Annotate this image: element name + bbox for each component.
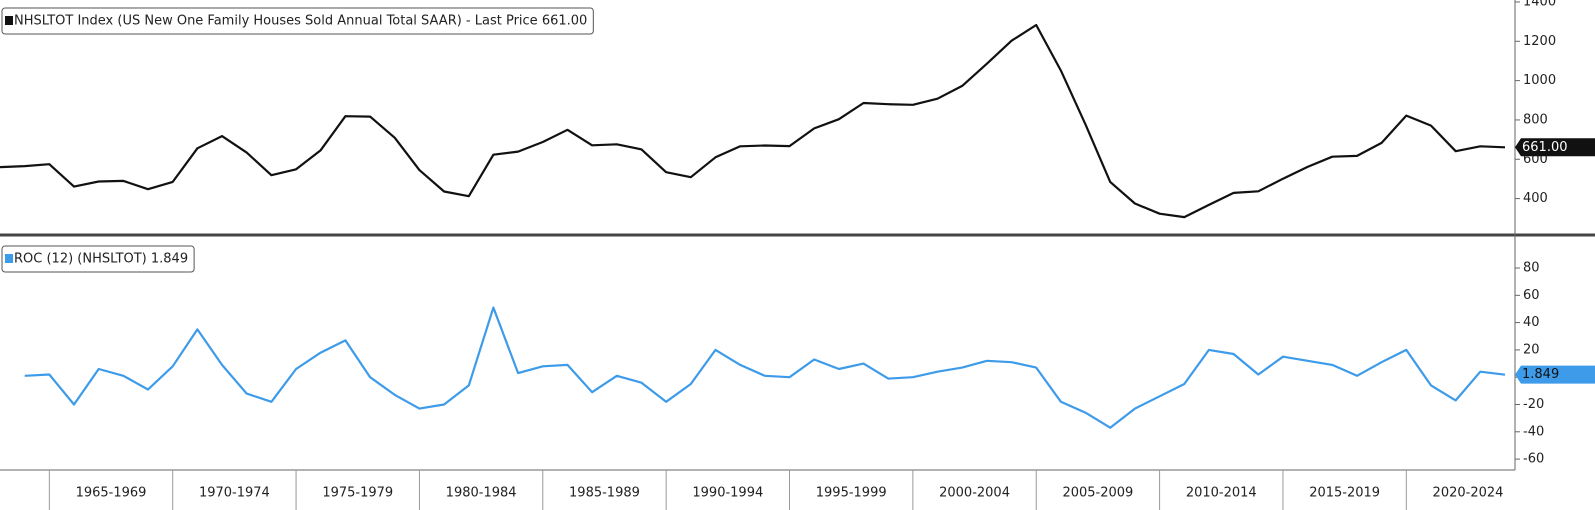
last-value-tag [1515,138,1595,157]
last-value-label: 1.849 [1522,367,1559,382]
x-tick-label: 1985-1989 [569,486,640,501]
last-value-tag [1515,365,1595,384]
last-value-label: 661.00 [1522,140,1568,155]
y-tick-label: 1200 [1523,34,1556,49]
legend-box [1,245,195,273]
y-tick-label: 80 [1523,261,1540,276]
x-tick-label: 2010-2014 [1186,486,1257,501]
x-tick-label: 1970-1974 [199,486,270,501]
series-line [0,23,1506,219]
y-tick-label: 40 [1523,315,1540,330]
x-tick-label: 1980-1984 [446,486,517,501]
y-tick-label: 400 [1523,191,1548,206]
x-tick-label: 1990-1994 [692,486,763,501]
legend-label: NHSLTOT Index (US New One Family Houses … [14,14,587,29]
y-tick-label: 1000 [1523,73,1556,88]
y-tick-label: 60 [1523,288,1540,303]
series-line [24,306,1506,429]
legend-label: ROC (12) (NHSLTOT) 1.849 [14,252,188,267]
x-tick-label: 2020-2024 [1433,486,1504,501]
x-tick-label: 2015-2019 [1309,486,1380,501]
y-tick-label: 800 [1523,112,1548,127]
y-tick-label: 1400 [1523,0,1556,9]
x-tick-label: 2000-2004 [939,486,1010,501]
y-tick-label: -20 [1523,397,1544,412]
x-tick-label: 2005-2009 [1062,486,1133,501]
x-tick-label: 1975-1979 [322,486,393,501]
x-tick-label: 1965-1969 [76,486,147,501]
y-tick-label: -40 [1523,424,1544,439]
legend-swatch [5,254,13,263]
y-tick-label: -60 [1523,452,1544,467]
legend-swatch [5,16,13,25]
y-tick-label: 20 [1523,342,1540,357]
x-tick-label: 1995-1999 [816,486,887,501]
legend-box [1,7,594,35]
